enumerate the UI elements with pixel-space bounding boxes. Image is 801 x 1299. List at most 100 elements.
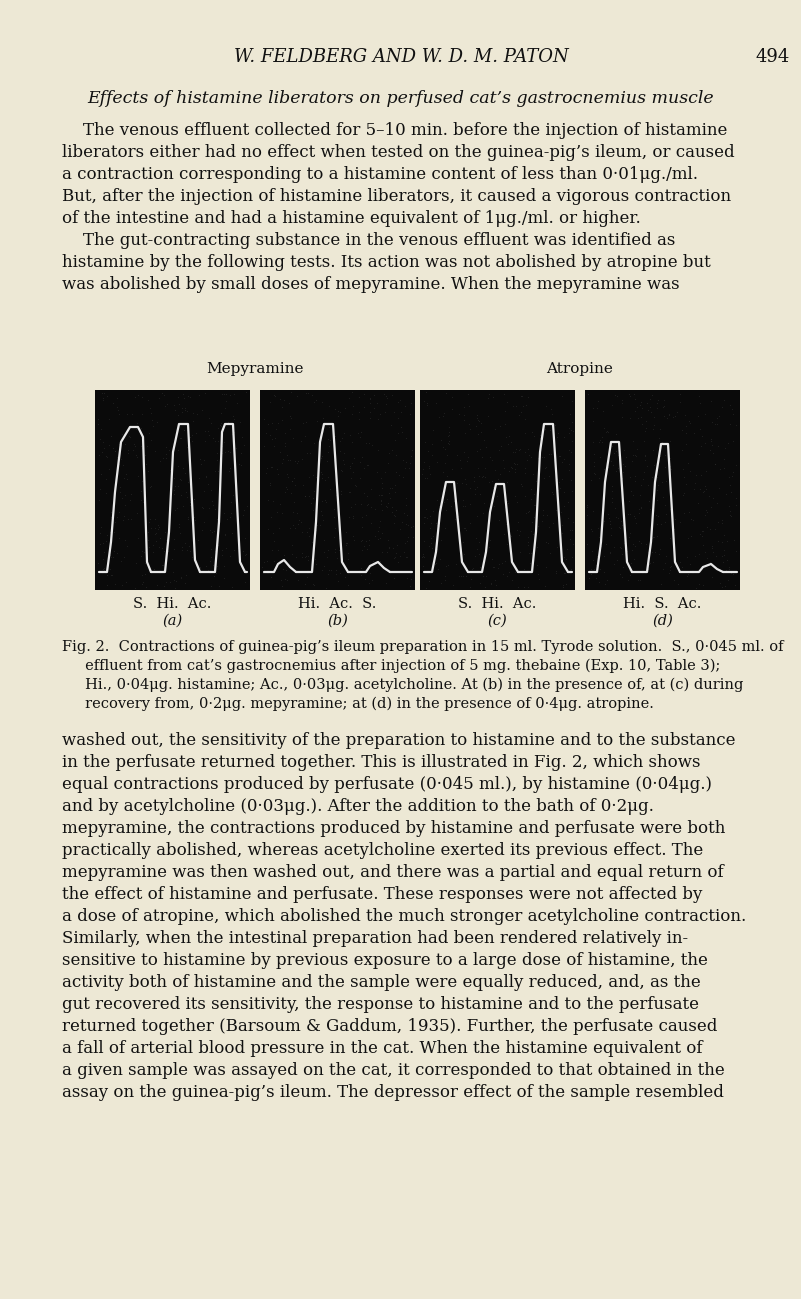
Point xyxy=(724,500,737,521)
Point xyxy=(328,539,341,560)
Point xyxy=(692,386,705,407)
Point xyxy=(139,564,151,585)
Point xyxy=(594,447,607,468)
Point xyxy=(537,446,550,466)
Point xyxy=(509,459,521,479)
Point xyxy=(94,429,107,449)
Point xyxy=(389,500,402,521)
Point xyxy=(196,498,209,518)
Point xyxy=(143,509,156,530)
Point xyxy=(501,507,513,527)
Point xyxy=(587,549,600,570)
Point xyxy=(183,542,196,562)
Point xyxy=(432,559,445,579)
Point xyxy=(523,444,536,465)
Point xyxy=(204,551,217,572)
Point xyxy=(644,396,657,417)
Point xyxy=(264,473,277,494)
Point xyxy=(417,391,430,412)
Point xyxy=(289,518,302,539)
Point xyxy=(549,499,562,520)
Point xyxy=(256,557,269,578)
Point xyxy=(498,414,511,435)
Point xyxy=(425,434,438,455)
Point xyxy=(525,521,537,542)
Point xyxy=(439,452,452,473)
Point xyxy=(700,500,713,521)
Point xyxy=(497,383,510,404)
Point xyxy=(131,503,143,523)
Point xyxy=(398,542,411,562)
Point xyxy=(564,404,577,425)
Point xyxy=(701,517,714,538)
Text: and by acetylcholine (0·03μg.). After the addition to the bath of 0·2μg.: and by acetylcholine (0·03μg.). After th… xyxy=(62,798,654,814)
Point xyxy=(160,443,173,464)
Point xyxy=(260,457,273,478)
Point xyxy=(479,565,492,586)
Point xyxy=(720,483,733,504)
Point xyxy=(431,538,444,559)
Point xyxy=(706,566,718,587)
Point xyxy=(429,544,441,565)
Point xyxy=(119,529,131,549)
Point xyxy=(549,562,562,583)
Point xyxy=(146,409,159,430)
Point xyxy=(187,410,199,431)
Point xyxy=(332,405,344,426)
Point xyxy=(691,405,704,426)
Point xyxy=(303,466,316,487)
Point xyxy=(512,512,525,533)
Point xyxy=(112,400,125,421)
Point xyxy=(622,526,635,547)
Point xyxy=(258,435,271,456)
Point xyxy=(183,477,196,498)
Point xyxy=(716,531,729,552)
Point xyxy=(503,561,516,582)
Point xyxy=(342,575,355,596)
Point xyxy=(152,518,165,539)
Point xyxy=(374,511,387,531)
Point xyxy=(405,446,417,466)
Point xyxy=(205,490,218,511)
Point xyxy=(424,518,437,539)
Point xyxy=(470,440,483,461)
Point xyxy=(676,439,689,460)
Point xyxy=(331,488,344,509)
Point xyxy=(352,387,365,408)
Point xyxy=(486,477,499,498)
Point xyxy=(615,468,628,488)
Point xyxy=(272,464,284,485)
Point xyxy=(127,439,139,460)
Point xyxy=(632,408,645,429)
Point xyxy=(395,401,408,422)
Point xyxy=(131,447,143,468)
Point xyxy=(650,490,663,511)
Point xyxy=(668,570,681,591)
Point xyxy=(167,570,180,591)
Point xyxy=(330,479,343,500)
Point xyxy=(585,470,598,491)
Point xyxy=(663,430,676,451)
Point xyxy=(509,561,521,582)
Point xyxy=(654,513,667,534)
Point xyxy=(384,487,396,508)
Point xyxy=(699,478,712,499)
Point xyxy=(707,542,720,562)
Point xyxy=(173,513,186,534)
Point xyxy=(507,452,520,473)
Point xyxy=(454,565,467,586)
Point xyxy=(264,425,276,446)
Point xyxy=(300,382,312,403)
Point xyxy=(284,517,296,538)
Point xyxy=(280,570,293,591)
Point xyxy=(491,486,504,507)
Point xyxy=(538,575,551,596)
Point xyxy=(585,520,598,540)
Point xyxy=(477,503,489,523)
Point xyxy=(559,548,572,569)
Point xyxy=(418,512,431,533)
Point xyxy=(662,457,675,478)
Point xyxy=(131,527,144,548)
Point xyxy=(442,425,455,446)
Point xyxy=(610,440,622,461)
